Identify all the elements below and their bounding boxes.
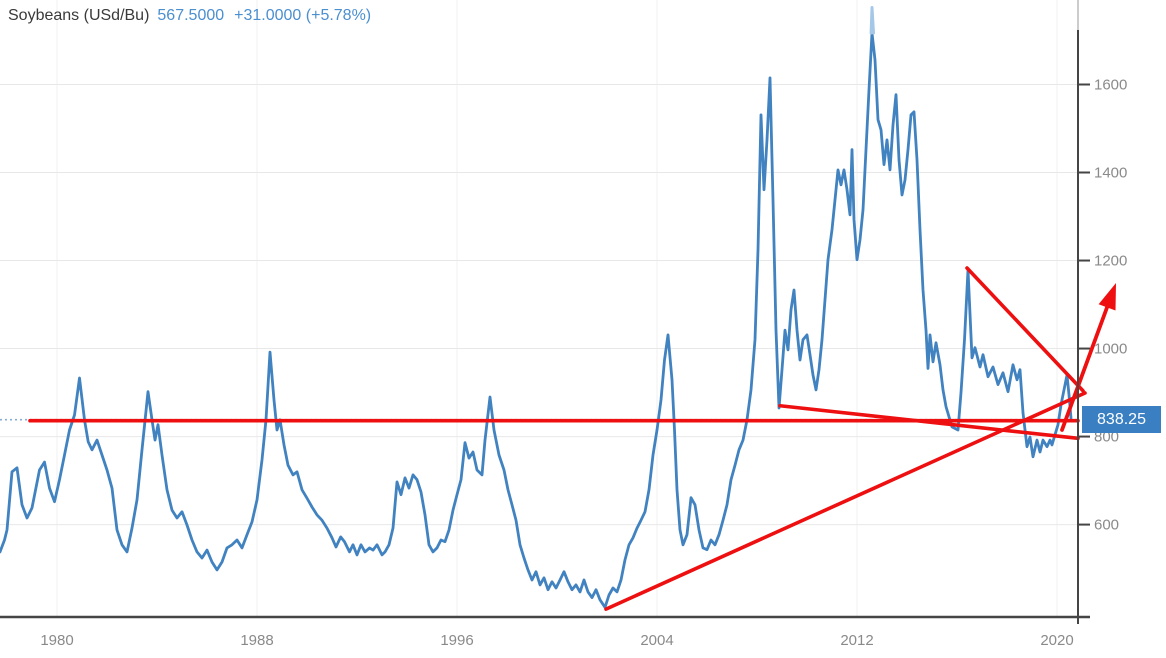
y-axis-label: 1000 xyxy=(1094,341,1127,358)
chart-header: Soybeans (USd/Bu) 567.5000 +31.0000 (+5.78… xyxy=(8,7,381,25)
annotation-ascending-trendline-2002 xyxy=(604,391,1087,611)
annotation-breakout-arrow-head xyxy=(1098,283,1116,311)
price-series-line xyxy=(0,31,1073,609)
annotation-descending-line-2016-peak xyxy=(965,266,1085,393)
current-price-badge: 838.25 xyxy=(1082,406,1161,433)
y-axis-label: 1200 xyxy=(1094,253,1127,270)
x-axis-label: 1996 xyxy=(440,632,473,649)
price-change: +31.0000 (+5.78%) xyxy=(234,7,372,24)
instrument-name: Soybeans (USd/Bu) xyxy=(8,7,150,24)
annotation-breakout-arrow-shaft xyxy=(1060,301,1111,432)
x-axis-label: 2004 xyxy=(640,632,673,649)
price-series-peak-cap xyxy=(869,6,875,35)
y-axis-label: 1400 xyxy=(1094,165,1127,182)
last-price-value: 567.5000 xyxy=(157,7,225,24)
x-axis-label: 1988 xyxy=(240,632,273,649)
x-axis-label: 2012 xyxy=(840,632,873,649)
x-axis-label: 1980 xyxy=(40,632,73,649)
annotation-line-from-2009-low xyxy=(778,403,1080,441)
y-axis-label: 600 xyxy=(1094,517,1119,534)
x-axis-label: 2020 xyxy=(1040,632,1073,649)
y-axis-label: 1600 xyxy=(1094,76,1127,93)
